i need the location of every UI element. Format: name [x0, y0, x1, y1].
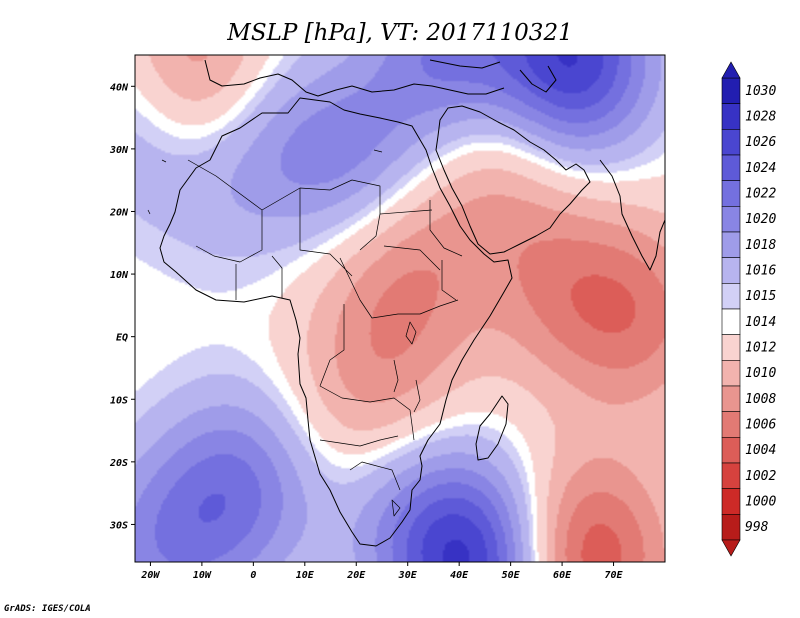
colorbar-label-8: 1015: [745, 289, 776, 304]
black-sea-caspian-coastline: [429, 59, 557, 93]
colorbar-swatch-2: [721, 129, 741, 156]
colorbar-swatch-9: [721, 308, 741, 335]
colorbar-bottom-arrow: [721, 539, 741, 557]
y-tick-label-5: 10S: [110, 395, 128, 406]
colorbar-label-15: 1002: [745, 469, 776, 484]
colorbar-swatch-10: [721, 334, 741, 361]
y-tick-label-3: 10N: [110, 270, 129, 281]
colorbar-label-7: 1016: [745, 264, 776, 279]
colorbar-swatch-0: [721, 77, 741, 104]
colorbar-swatch-6: [721, 231, 741, 258]
colorbar-label-11: 1010: [745, 366, 776, 381]
madagascar-coastline: [475, 395, 509, 461]
x-tick-label-1: 10W: [193, 570, 212, 581]
colorbar-swatch-11: [721, 360, 741, 387]
colorbar-label-4: 1022: [745, 187, 776, 202]
colorbar-label-6: 1018: [745, 238, 776, 253]
country-borders: [187, 159, 463, 491]
plot-frame: [134, 54, 666, 563]
x-tick-label-3: 10E: [296, 570, 315, 581]
colorbar-label-17: 998: [745, 520, 769, 535]
colorbar-swatch-16: [721, 488, 741, 515]
colorbar-swatch-8: [721, 283, 741, 310]
colorbar-label-5: 1020: [745, 212, 776, 227]
y-tick-label-0: 40N: [110, 82, 129, 93]
colorbar-swatch-12: [721, 385, 741, 412]
colorbar-swatch-4: [721, 180, 741, 207]
colorbar-swatch-5: [721, 206, 741, 233]
x-tick-label-7: 50E: [502, 570, 521, 581]
colorbar-swatch-13: [721, 411, 741, 438]
x-tick-label-4: 20E: [346, 570, 366, 581]
colorbar-label-1: 1028: [745, 110, 776, 125]
grads-credit: GrADS: IGES/COLA: [4, 604, 91, 614]
colorbar-label-0: 1030: [745, 84, 776, 99]
india-coastline: [599, 159, 665, 271]
colorbar-top-arrow: [721, 61, 741, 79]
x-tick-label-9: 70E: [605, 570, 624, 581]
y-tick-label-1: 30N: [109, 145, 129, 156]
colorbar-label-2: 1026: [745, 135, 776, 150]
colorbar-label-3: 1024: [745, 161, 776, 176]
arabia-coastline: [435, 105, 591, 255]
colorbar-label-14: 1004: [745, 443, 776, 458]
lakes-and-islands: [147, 149, 421, 517]
colorbar-label-16: 1000: [745, 495, 776, 510]
x-tick-label-5: 30E: [398, 570, 418, 581]
y-tick-label-6: 20S: [109, 458, 128, 469]
africa-coastline: [159, 97, 513, 547]
y-tick-label-7: 30S: [109, 520, 128, 531]
colorbar-label-12: 1008: [745, 392, 776, 407]
map-outlines: [147, 59, 665, 547]
pressure-field: [135, 55, 665, 562]
y-tick-label-2: 20N: [109, 207, 129, 218]
colorbar-swatch-3: [721, 154, 741, 181]
plot-area: 20W 10W 0 10E 20E 30E 40E 50E 60E 70E 40N 30N 20N 10…: [109, 54, 666, 581]
x-tick-label-8: 60E: [553, 570, 572, 581]
x-tick-label-6: 40E: [450, 570, 469, 581]
colorbar-swatch-17: [721, 514, 741, 541]
y-axis: 40N 30N 20N 10N EQ 10S 20S 30S: [109, 82, 135, 531]
colorbar-swatch-1: [721, 103, 741, 130]
colorbar-swatch-14: [721, 437, 741, 464]
x-tick-label-0: 20W: [140, 570, 160, 581]
europe-coastline: [204, 59, 505, 97]
colorbar-label-10: 1012: [745, 341, 776, 356]
x-axis: 20W 10W 0 10E 20E 30E 40E 50E 60E 70E: [140, 562, 624, 581]
x-tick-label-2: 0: [250, 570, 256, 581]
colorbar-label-13: 1006: [745, 418, 776, 433]
colorbar: 1030 1028 1026 1024 1022 1020 1018 1016 1015 1014…: [721, 61, 776, 557]
chart-title: MSLP [hPa], VT: 2017110321: [226, 20, 572, 46]
colorbar-label-9: 1014: [745, 315, 776, 330]
y-tick-label-4: EQ: [116, 333, 128, 344]
colorbar-swatch-7: [721, 257, 741, 284]
colorbar-swatch-15: [721, 462, 741, 489]
